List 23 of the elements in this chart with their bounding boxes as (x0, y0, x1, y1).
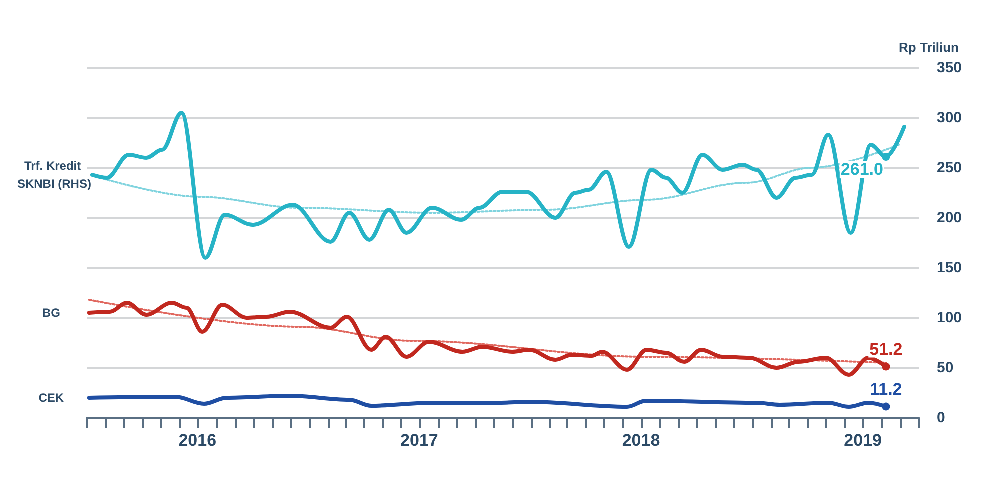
x-tick-label: 2019 (844, 431, 882, 450)
point (882, 402, 890, 411)
line-series (90, 111, 906, 260)
y-tick-label: 300 (937, 110, 962, 126)
point (882, 153, 890, 161)
y-tick-label: 50 (937, 360, 954, 376)
y-tick-label: 350 (937, 60, 962, 76)
text: BG (42, 306, 60, 320)
data-label: 51.2 (870, 340, 903, 359)
y-tick-label: 250 (937, 160, 962, 176)
y-tick-label: 200 (937, 210, 962, 226)
x-tick-label: 2017 (400, 431, 438, 450)
x-tick-label: 2016 (178, 431, 217, 450)
text: CEK (38, 391, 64, 405)
x-tick-label: 2018 (622, 431, 660, 450)
data-label: 11.2 (870, 380, 902, 399)
y-tick-label: 100 (937, 310, 962, 326)
y-axis-title: Rp Triliun (899, 40, 960, 55)
data-label: 261.0 (840, 160, 884, 179)
y-tick-label: 0 (937, 410, 946, 426)
point (882, 362, 890, 371)
series-label: Trf. Kredit SKNBI (RHS) (17, 159, 92, 191)
y-tick-label: 150 (937, 260, 962, 276)
